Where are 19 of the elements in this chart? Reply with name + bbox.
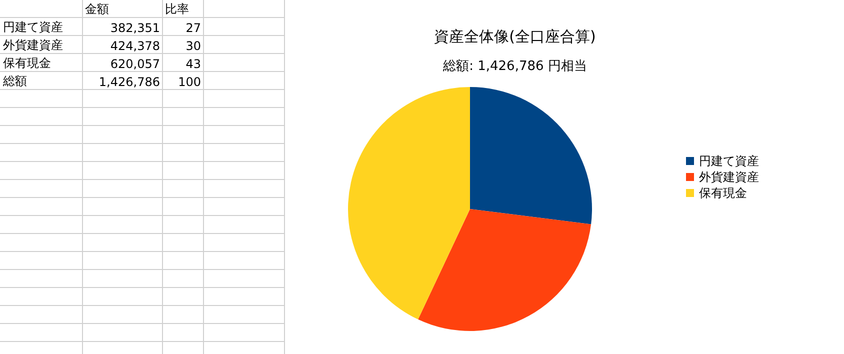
category-label: 円建て資産 — [3, 20, 63, 34]
text: 比率 — [164, 1, 190, 18]
category-label: 保有現金 — [3, 56, 51, 70]
category-label: 外貨建資産 — [3, 38, 63, 52]
text: 27 — [184, 20, 202, 36]
legend-label: 保有現金 — [699, 186, 747, 200]
text: 1,426,786 — [98, 74, 161, 90]
text: 424,378 — [109, 38, 161, 54]
text: 30 — [184, 38, 202, 54]
text: 金額 — [84, 1, 110, 18]
chart-title: 資産全体像(全口座合算) — [434, 28, 596, 46]
text: 100 — [177, 74, 202, 90]
text: 382,351 — [109, 20, 161, 36]
chart-subtitle: 総額: 1,426,786 円相当 — [442, 59, 587, 74]
text: 総額 — [2, 73, 28, 90]
legend-label: 円建て資産 — [699, 154, 759, 168]
text: 620,057 — [109, 56, 161, 72]
legend-label: 外貨建資産 — [699, 170, 759, 184]
text: 43 — [184, 56, 202, 72]
